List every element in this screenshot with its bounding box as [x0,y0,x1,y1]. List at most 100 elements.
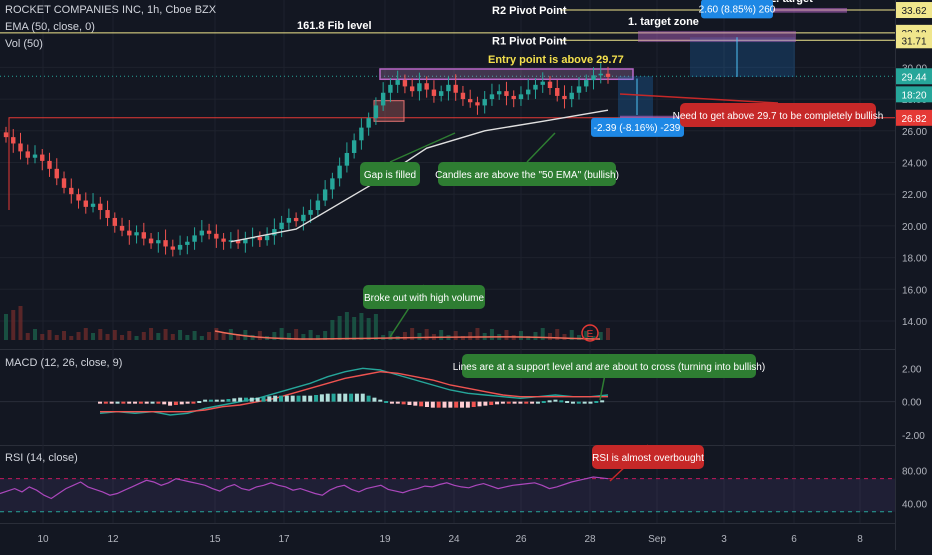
macd-legend: MACD (12, 26, close, 9) [5,357,123,369]
target-zone-box [690,37,795,77]
ema-legend: EMA (50, close, 0) [5,21,95,33]
macd-histogram-bar [471,401,476,407]
fib-label: 161.8 Fib level [297,20,372,32]
rsi-legend: RSI (14, close) [5,452,78,464]
candle-body [322,189,328,201]
earnings-label: E [587,329,594,340]
candle-body [330,178,335,190]
volume-bar [11,310,16,340]
candle-body [105,210,110,218]
ema-callout-bubble [438,162,616,186]
macd-tick-label: 2.00 [902,364,922,375]
macd-histogram-bar [162,401,167,405]
macd-histogram-bar [442,401,447,408]
candle-body [409,86,415,92]
macd-histogram-bar [407,401,412,405]
ema-line [230,109,609,243]
bullish-callout-pointer [619,93,779,104]
volume-bar [540,328,545,340]
macd-histogram-bar [296,395,301,402]
earnings-marker [581,324,599,342]
candle-body [76,194,81,201]
volume-bar [504,330,509,340]
candle-body [192,235,197,242]
volume-bar [598,332,603,340]
macd-histogram-bar [337,393,342,402]
volume-bar [453,331,458,340]
macd-histogram-bar [156,401,161,404]
candle-body [315,200,321,211]
volume-bar [156,333,161,340]
macd-histogram-bar [547,400,552,403]
candle-body [359,127,364,141]
price-tag [896,32,932,49]
volume-bar [40,334,45,340]
macd-histogram-bar [168,401,173,406]
volume-bar [98,329,103,340]
price-tick-label: 24.00 [902,158,927,169]
price-tick-label: 26.00 [902,127,927,138]
candle-body [61,178,67,188]
candle-body [119,225,125,231]
volume-bar [417,333,422,340]
macd-histogram-bar [530,401,535,404]
price-tick-label: 20.00 [902,222,927,233]
volume-bar [323,331,328,340]
candle-body [170,246,176,250]
time-tick-label: 8 [857,534,863,545]
measure-down-label: -2.39 (-8.16%) -239 [594,123,681,134]
volume-bar [344,312,349,340]
candle-body [3,132,9,138]
price-tag [896,68,932,85]
candle-body [431,89,437,96]
candle-body [163,240,168,247]
macd-histogram-bar [483,401,488,406]
time-tick-label: 3 [721,534,727,545]
macd-histogram-bar [465,401,470,408]
macd-histogram-bar [372,397,377,402]
volume-bar [460,336,465,340]
candle-body [214,233,219,239]
candle-body [446,84,451,92]
volume-bar [439,330,444,340]
volume-bar [468,332,473,340]
candle-body [301,214,306,222]
macd-histogram-bar [138,401,143,404]
volume-bar [272,332,277,340]
volume-bar [185,335,190,340]
volume-bar [402,332,407,340]
candle-body [344,152,350,166]
bullish-callout-bubble [680,103,876,127]
volume-bar [141,332,146,340]
macd-histogram-bar [331,393,336,402]
candle-body [148,238,154,244]
ema-callout-text: Candles are above the "50 EMA" (bullish) [435,170,619,181]
time-tick-label: 28 [584,534,596,545]
rsi-tick-label: 80.00 [902,466,927,477]
candle-body [221,238,226,242]
macd-lines [0,367,895,416]
volume-bar [308,330,313,340]
macd-histogram-bar [424,401,429,407]
volume-bar [373,314,378,340]
candle-body [32,154,38,158]
macd-histogram-bar [191,401,196,404]
volume-bar [199,336,204,340]
macd-histogram-bar [185,401,190,404]
macd-histogram-bar [541,401,546,403]
macd-histogram-bar [570,401,575,404]
candle-body [308,210,313,215]
candle-body [547,81,553,88]
macd-histogram-bar [430,401,435,408]
rsi-band-fill [0,478,895,512]
candle-body [504,91,509,96]
candle-body [156,240,161,244]
macd-tick-label: 0.00 [902,398,922,409]
macd-histogram-bar [448,401,453,408]
macd-histogram-bar [576,401,581,404]
candle-body [453,84,458,93]
volume-bar [76,332,81,340]
volume-bar [562,334,567,340]
